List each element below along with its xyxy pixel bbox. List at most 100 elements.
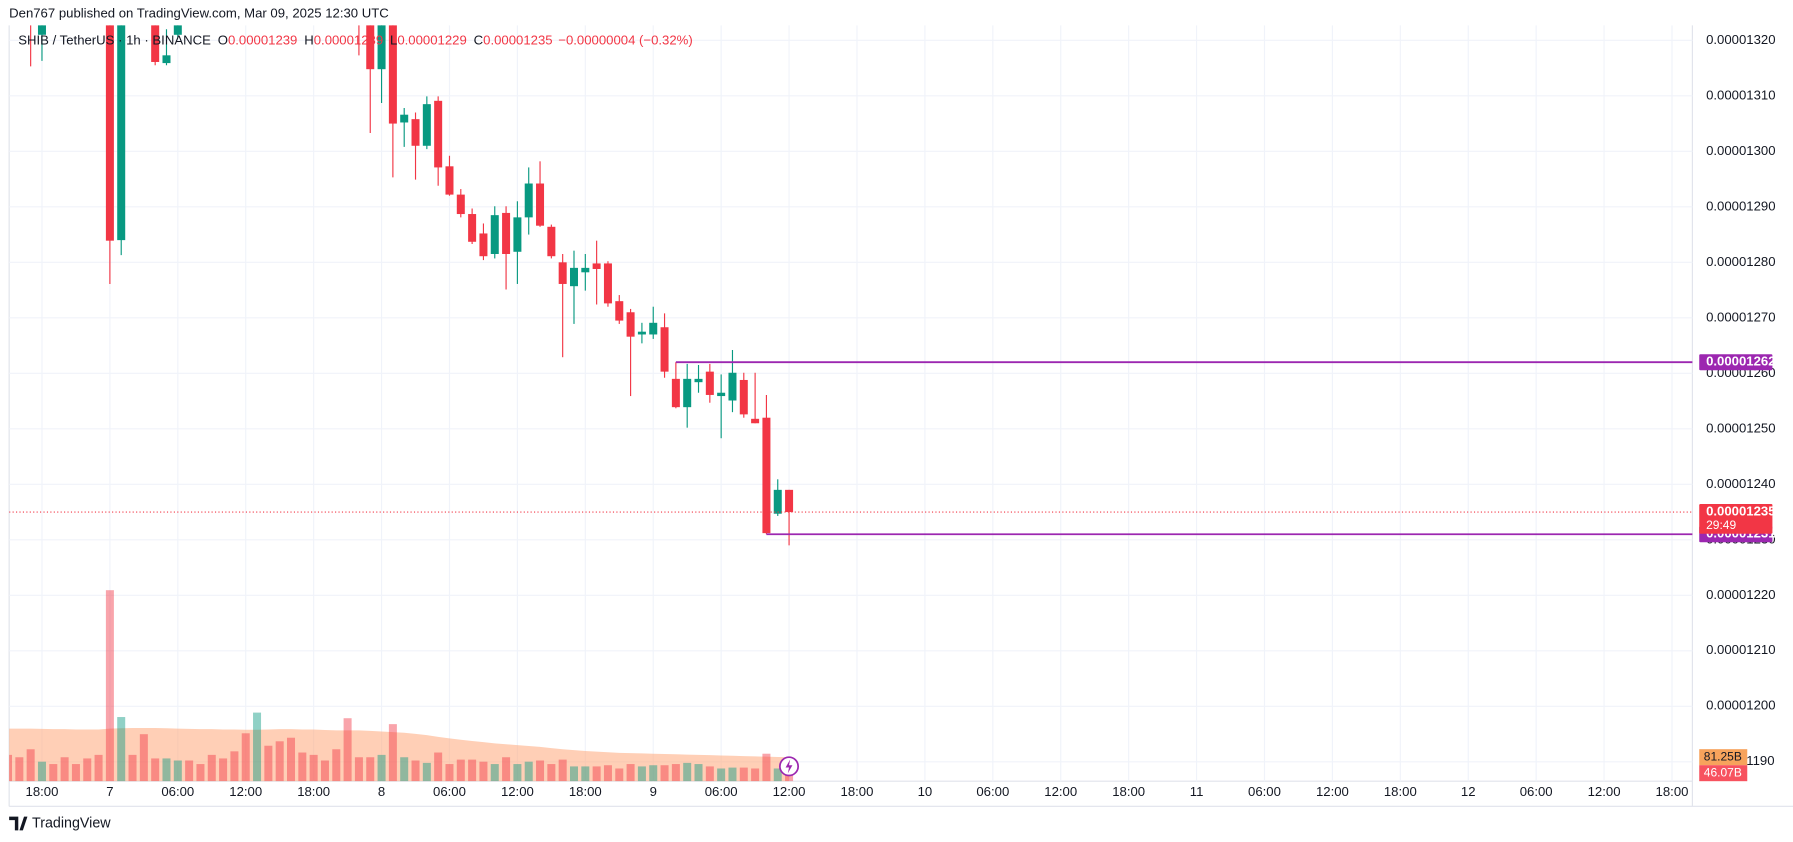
volume-bar bbox=[298, 752, 307, 782]
volume-bar bbox=[762, 753, 771, 782]
volume-bar bbox=[162, 758, 171, 782]
replay-icon bbox=[779, 756, 800, 777]
volume-bar bbox=[434, 752, 443, 782]
candle-body bbox=[162, 55, 171, 64]
last-price-label: 0.00001235 bbox=[1706, 504, 1775, 519]
candle-body bbox=[456, 194, 465, 215]
x-tick-label: 12:00 bbox=[1316, 784, 1349, 799]
x-tick-label: 10 bbox=[918, 784, 933, 799]
volume-ma-label: 81.25B bbox=[1704, 749, 1742, 763]
countdown: 29:49 bbox=[1706, 518, 1736, 532]
x-tick-label: 8 bbox=[378, 784, 385, 799]
volume-bar bbox=[773, 768, 782, 782]
y-tick-label: 0.00001270 bbox=[1706, 309, 1775, 324]
plot-area bbox=[9, 25, 1693, 782]
volume-bar bbox=[332, 749, 341, 782]
candle-body bbox=[422, 104, 431, 146]
volume-bar bbox=[490, 764, 499, 782]
ohlc-key: L bbox=[390, 33, 397, 48]
volume-bar bbox=[207, 754, 216, 782]
volume-bar bbox=[151, 758, 160, 782]
volume-bar bbox=[660, 765, 669, 782]
volume-bar bbox=[388, 724, 397, 782]
x-tick-label: 12 bbox=[1461, 784, 1476, 799]
volume-bar bbox=[275, 741, 284, 782]
volume-bar bbox=[479, 761, 488, 782]
volume-bar bbox=[705, 766, 714, 782]
volume-bar bbox=[592, 766, 601, 782]
candle-body bbox=[569, 267, 578, 287]
volume-bar bbox=[60, 757, 69, 782]
x-tick-label: 18:00 bbox=[1656, 784, 1689, 799]
ohlc-key: H bbox=[304, 33, 314, 48]
candle-body bbox=[490, 215, 499, 254]
x-tick-label: 18:00 bbox=[841, 784, 874, 799]
volume-bar bbox=[649, 765, 658, 782]
volume-bar bbox=[400, 757, 409, 782]
candle-body bbox=[785, 489, 794, 513]
candle-body bbox=[151, 25, 160, 62]
x-tick-label: 06:00 bbox=[161, 784, 194, 799]
volume-bar bbox=[547, 764, 556, 782]
candle-body bbox=[773, 489, 782, 514]
volume-bar bbox=[37, 761, 46, 782]
volume-bar bbox=[377, 754, 386, 782]
volume-bar bbox=[287, 737, 296, 782]
candle-body bbox=[728, 372, 737, 401]
volume-bar bbox=[751, 768, 760, 782]
volume-bar bbox=[456, 759, 465, 782]
x-tick-label: 18:00 bbox=[569, 784, 602, 799]
candle-body bbox=[694, 378, 703, 383]
volume-bar bbox=[536, 760, 545, 782]
y-tick-label: 0.00001200 bbox=[1706, 698, 1775, 713]
volume-bar bbox=[71, 764, 80, 782]
candle-body bbox=[173, 25, 182, 35]
volume-bar bbox=[626, 764, 635, 782]
volume-bar bbox=[524, 761, 533, 782]
candle-body bbox=[683, 378, 692, 408]
volume-bar bbox=[683, 762, 692, 782]
volume-bar bbox=[309, 754, 318, 782]
volume-bar bbox=[128, 754, 137, 782]
x-tick-label: 06:00 bbox=[705, 784, 738, 799]
volume-bar bbox=[728, 767, 737, 782]
candle-body bbox=[671, 378, 680, 408]
ohlc-value: 0.00001239 bbox=[228, 33, 297, 48]
publisher-note: Den767 published on TradingView.com, Mar… bbox=[9, 5, 389, 20]
volume-bar bbox=[581, 766, 590, 782]
x-tick-label: 9 bbox=[650, 784, 657, 799]
volume-bar bbox=[9, 754, 13, 782]
x-tick-label: 12:00 bbox=[1588, 784, 1621, 799]
volume-bar bbox=[513, 764, 522, 782]
symbol-name: SHIB / TetherUS · 1h · BINANCE bbox=[18, 33, 211, 48]
x-tick-label: 18:00 bbox=[1112, 784, 1145, 799]
volume-bar bbox=[717, 768, 726, 782]
x-tick-label: 7 bbox=[106, 784, 113, 799]
volume-bar bbox=[343, 718, 352, 782]
volume-last-label: 46.07B bbox=[1704, 765, 1742, 779]
volume-bar bbox=[615, 768, 624, 782]
x-tick-label: 18:00 bbox=[26, 784, 59, 799]
volume-ma-badge bbox=[1699, 749, 1748, 766]
candle-body bbox=[547, 226, 556, 257]
candle-body bbox=[637, 331, 646, 335]
volume-ma-area bbox=[9, 727, 790, 782]
x-tick-label: 12:00 bbox=[501, 784, 534, 799]
candle-body bbox=[37, 25, 46, 35]
brand: TradingView bbox=[32, 815, 111, 831]
volume-bar bbox=[422, 762, 431, 782]
candle-body bbox=[536, 183, 545, 226]
candle-body bbox=[592, 263, 601, 269]
candle-body bbox=[377, 25, 386, 70]
volume-bar bbox=[502, 757, 511, 782]
y-tick-label: 0.00001240 bbox=[1706, 476, 1775, 491]
volume-last-badge bbox=[1699, 765, 1748, 782]
ohlc-key: O bbox=[218, 33, 228, 48]
volume-bar bbox=[105, 590, 114, 782]
x-tick-label: 06:00 bbox=[433, 784, 466, 799]
x-tick-label: 18:00 bbox=[297, 784, 330, 799]
volume-bar bbox=[354, 757, 363, 782]
y-tick-label: 0.00001220 bbox=[1706, 587, 1775, 602]
volume-bar bbox=[637, 766, 646, 782]
